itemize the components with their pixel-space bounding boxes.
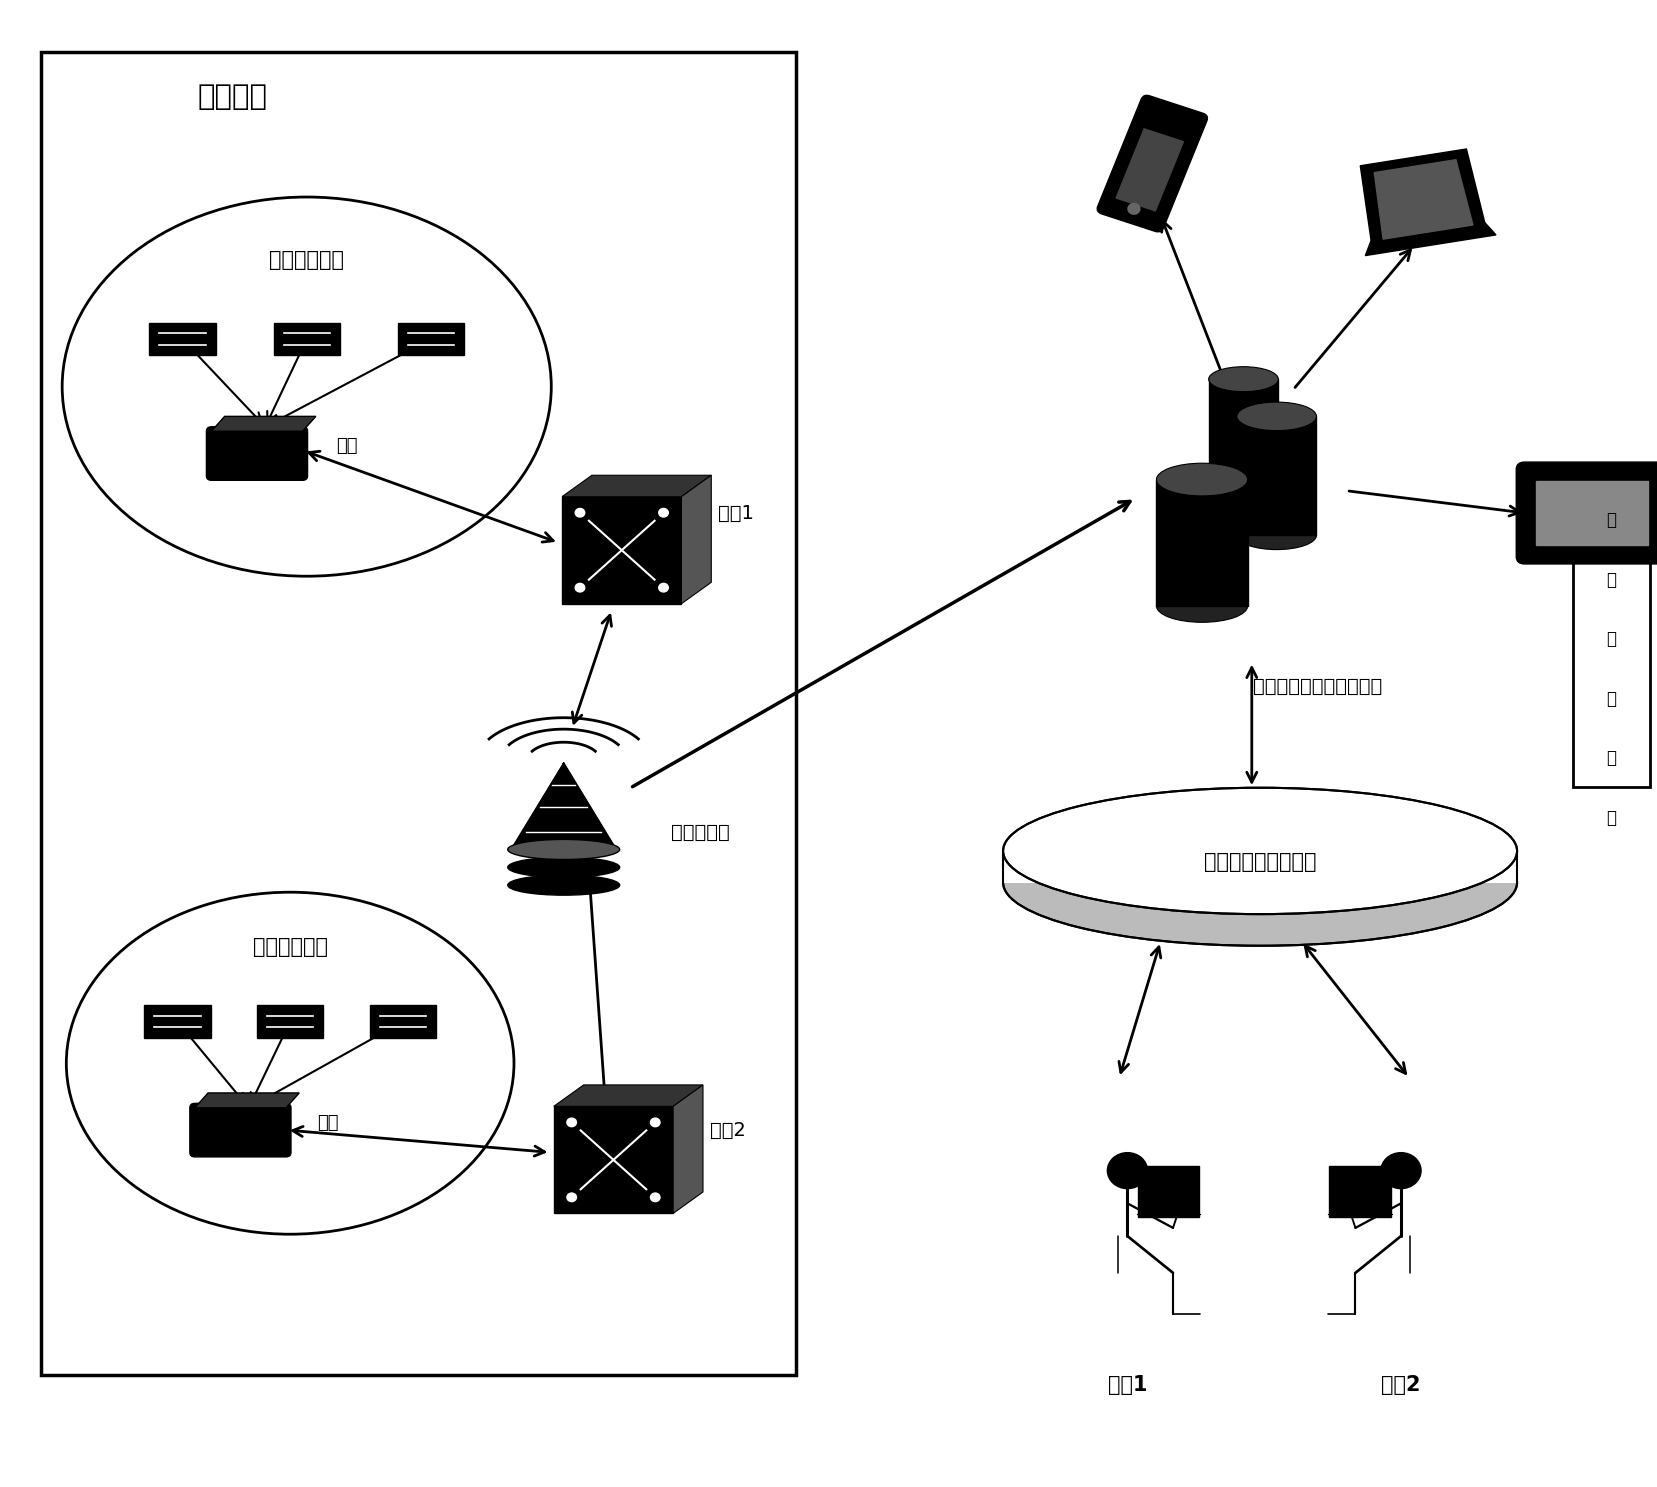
Ellipse shape <box>1155 590 1246 622</box>
FancyBboxPatch shape <box>553 1106 673 1213</box>
Text: 职: 职 <box>1606 630 1616 648</box>
FancyBboxPatch shape <box>41 52 795 1375</box>
FancyBboxPatch shape <box>1534 480 1647 546</box>
FancyBboxPatch shape <box>1002 851 1516 883</box>
Circle shape <box>1107 1152 1147 1188</box>
Text: 传感感知节点: 传感感知节点 <box>268 250 345 271</box>
FancyBboxPatch shape <box>370 1005 436 1038</box>
Circle shape <box>1380 1152 1420 1188</box>
Ellipse shape <box>507 857 620 877</box>
Polygon shape <box>673 1086 703 1213</box>
Text: 府: 府 <box>1606 571 1616 589</box>
Text: 用户2: 用户2 <box>1380 1375 1420 1395</box>
Circle shape <box>658 509 668 517</box>
FancyBboxPatch shape <box>273 323 340 355</box>
Polygon shape <box>553 1086 703 1106</box>
FancyBboxPatch shape <box>398 323 464 355</box>
Text: 政: 政 <box>1606 512 1616 529</box>
Circle shape <box>567 1193 577 1201</box>
Text: 终端: 终端 <box>336 437 358 455</box>
Polygon shape <box>212 416 315 431</box>
Polygon shape <box>681 476 711 604</box>
Ellipse shape <box>1208 471 1278 495</box>
Circle shape <box>650 1118 659 1127</box>
FancyBboxPatch shape <box>257 1005 323 1038</box>
Ellipse shape <box>1208 367 1278 391</box>
Circle shape <box>575 509 585 517</box>
Ellipse shape <box>507 839 620 859</box>
FancyBboxPatch shape <box>1329 1166 1390 1216</box>
FancyBboxPatch shape <box>562 497 681 604</box>
Polygon shape <box>1359 149 1485 247</box>
Ellipse shape <box>1236 401 1316 431</box>
Text: 生产车间: 生产车间 <box>197 83 267 110</box>
FancyBboxPatch shape <box>1208 379 1278 483</box>
Text: 用户1: 用户1 <box>1107 1375 1147 1395</box>
Circle shape <box>567 1118 577 1127</box>
Text: 门: 门 <box>1606 809 1616 827</box>
Text: 网关1: 网关1 <box>717 504 754 522</box>
Text: 云服务数据存储平台: 云服务数据存储平台 <box>1203 852 1316 873</box>
FancyBboxPatch shape <box>1157 479 1248 607</box>
FancyBboxPatch shape <box>149 323 215 355</box>
Polygon shape <box>1364 223 1495 256</box>
Circle shape <box>650 1193 659 1201</box>
Text: 信息发射塔: 信息发射塔 <box>671 824 729 842</box>
Ellipse shape <box>1002 819 1516 946</box>
FancyBboxPatch shape <box>144 1005 210 1038</box>
Polygon shape <box>1374 159 1471 239</box>
Polygon shape <box>510 764 616 849</box>
Polygon shape <box>562 476 711 497</box>
Text: 能: 能 <box>1606 690 1616 708</box>
FancyBboxPatch shape <box>1097 95 1206 232</box>
Circle shape <box>658 583 668 592</box>
Ellipse shape <box>1002 788 1516 915</box>
Circle shape <box>575 583 585 592</box>
FancyBboxPatch shape <box>205 427 308 480</box>
FancyBboxPatch shape <box>1115 129 1183 211</box>
Ellipse shape <box>1155 464 1246 497</box>
Text: 传感感知节点: 传感感知节点 <box>252 937 328 958</box>
Ellipse shape <box>507 874 620 895</box>
Circle shape <box>1127 204 1140 214</box>
Ellipse shape <box>1236 520 1316 550</box>
Text: 终端: 终端 <box>316 1114 338 1132</box>
Text: 部: 部 <box>1606 749 1616 767</box>
Polygon shape <box>196 1093 298 1108</box>
FancyBboxPatch shape <box>189 1103 292 1157</box>
FancyBboxPatch shape <box>1514 462 1657 564</box>
Text: 施工现场控制中心数据库: 施工现场控制中心数据库 <box>1253 677 1382 696</box>
FancyBboxPatch shape <box>1236 416 1316 535</box>
FancyBboxPatch shape <box>1572 485 1649 787</box>
FancyBboxPatch shape <box>1137 1166 1198 1216</box>
Text: 网关2: 网关2 <box>709 1121 746 1139</box>
